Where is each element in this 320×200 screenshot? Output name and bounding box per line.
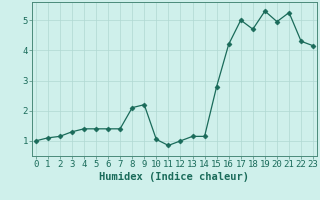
X-axis label: Humidex (Indice chaleur): Humidex (Indice chaleur) xyxy=(100,172,249,182)
